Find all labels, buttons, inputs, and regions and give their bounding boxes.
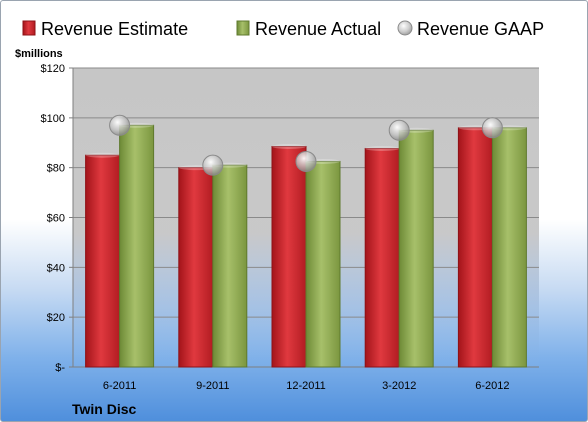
bar-revenue-actual [119,124,155,368]
x-tick-label: 12-2011 [286,380,326,392]
legend: Revenue Estimate Revenue Actual Revenue GA… [22,19,544,39]
bar-top-highlight [365,145,400,151]
legend-label-revenue-estimate: Revenue Estimate [41,19,188,39]
bar-revenue-actual [305,160,341,368]
y-tick-label: $120 [41,63,65,75]
x-axis-ticks: 6-2011 9-2011 12-2011 3-2012 6-2012 [103,380,510,392]
gaap-marker [481,117,503,139]
bar-revenue-estimate [178,167,214,368]
y-tick-label: $- [55,362,65,374]
gaap-marker [295,150,317,172]
bar-revenue-estimate [271,145,307,368]
legend-label-revenue-gaap: Revenue GAAP [417,19,544,39]
company-name: Twin Disc [72,401,137,417]
gaap-marker [202,154,224,176]
y-tick-label: $60 [47,213,65,225]
y-axis-ticks: $- $20 $40 $60 $80 $100 $120 [41,63,74,374]
x-tick-label: 9-2011 [196,380,229,392]
y-tick-label: $100 [41,113,65,125]
gaap-markers [109,114,503,176]
legend-swatch-revenue-actual [236,20,250,36]
bar-top-highlight [272,143,306,149]
y-tick-label: $80 [47,163,65,175]
gaap-marker [388,119,410,141]
bar-top-highlight [85,152,120,158]
bar-revenue-estimate [457,127,493,368]
bar-revenue-actual [212,164,248,368]
bar-revenue-actual [491,127,527,368]
legend-swatch-revenue-estimate [22,20,36,36]
bar-revenue-estimate [85,154,121,368]
x-tick-label: 6-2012 [475,380,509,392]
legend-swatch-revenue-gaap [397,20,413,36]
x-tick-label: 6-2011 [103,380,136,392]
y-tick-label: $20 [47,312,65,324]
x-tick-label: 3-2012 [382,380,416,392]
legend-label-revenue-actual: Revenue Actual [255,19,381,39]
gaap-marker [109,114,131,136]
y-axis-unit-label: $millions [15,48,63,60]
bar-revenue-estimate [364,147,400,368]
y-tick-label: $40 [47,262,65,274]
bars [85,122,527,368]
bar-revenue-actual [398,129,434,368]
